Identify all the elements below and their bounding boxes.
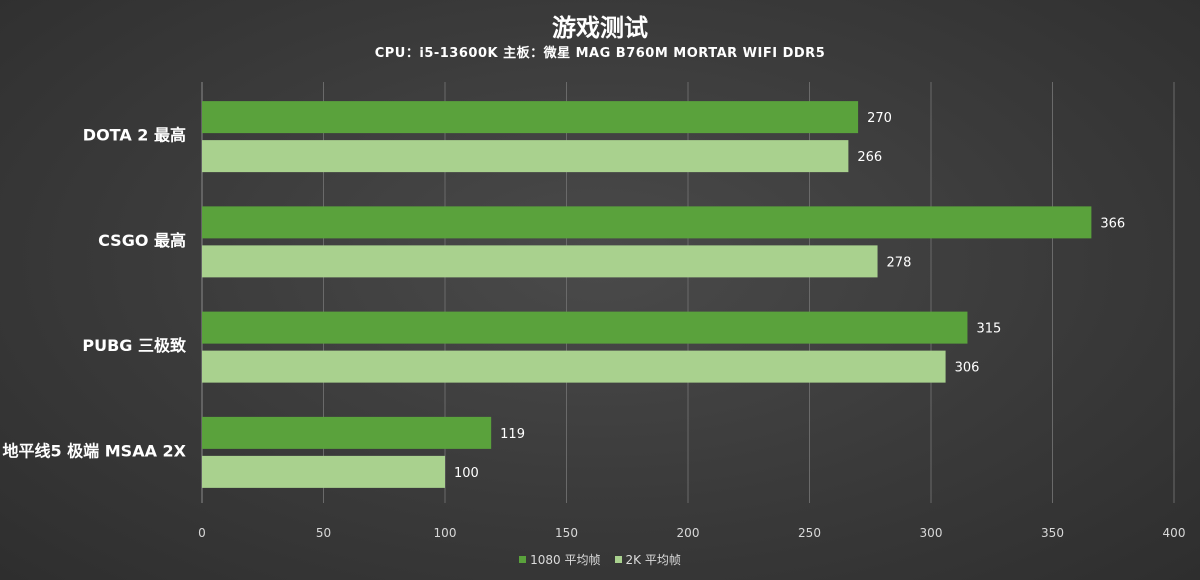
legend-label-1080: 1080 平均帧: [530, 553, 601, 567]
bar-2k: [202, 455, 445, 488]
x-tick-label: 400: [1163, 526, 1186, 540]
legend-label-2k: 2K 平均帧: [625, 553, 681, 567]
data-label: 366: [1100, 216, 1125, 231]
bar-2k: [202, 245, 878, 278]
bar-2k: [202, 350, 946, 383]
bar-1080: [202, 101, 859, 134]
data-label: 266: [857, 150, 882, 165]
bar-2k: [202, 140, 849, 173]
legend: 1080 平均帧 2K 平均帧: [0, 551, 1200, 568]
legend-swatch-2k: [614, 556, 622, 563]
legend-item-1080: 1080 平均帧: [519, 551, 601, 568]
data-label: 119: [500, 427, 525, 442]
category-label: CSGO 最高: [98, 231, 186, 250]
data-label: 306: [955, 361, 980, 376]
x-tick-label: 200: [677, 526, 700, 540]
chart-subtitle: CPU：i5-13600K 主板：微星 MAG B760M MORTAR WIF…: [374, 46, 826, 61]
x-tick-label: 350: [1041, 526, 1064, 540]
category-label: DOTA 2 最高: [83, 126, 186, 145]
category-label: 地平线5 极端 MSAA 2X: [2, 441, 186, 460]
data-label: 100: [454, 466, 479, 481]
x-tick-label: 300: [920, 526, 943, 540]
chart-title: 游戏测试: [552, 14, 648, 42]
x-tick-label: 50: [316, 526, 331, 540]
x-tick-label: 250: [798, 526, 821, 540]
legend-item-2k: 2K 平均帧: [614, 551, 681, 568]
category-label: PUBG 三极致: [82, 336, 187, 355]
bar-1080: [202, 206, 1092, 239]
bar-1080: [202, 416, 492, 449]
bar-1080: [202, 311, 968, 344]
x-tick-label: 0: [198, 526, 206, 540]
legend-swatch-1080: [519, 556, 527, 563]
x-tick-label: 150: [555, 526, 578, 540]
data-label: 315: [976, 322, 1001, 337]
data-label: 270: [867, 111, 892, 126]
data-label: 278: [887, 255, 912, 270]
x-tick-label: 100: [434, 526, 457, 540]
